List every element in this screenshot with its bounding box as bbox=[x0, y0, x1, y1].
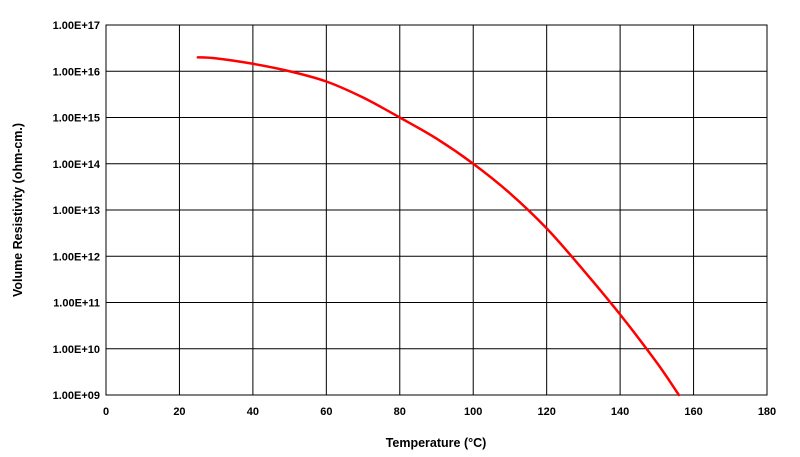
y-tick-label: 1.00E+16 bbox=[53, 66, 100, 78]
y-tick-label: 1.00E+10 bbox=[53, 344, 100, 356]
x-tick-label: 160 bbox=[684, 406, 702, 418]
y-axis-tick-labels: 1.00E+09 1.00E+10 1.00E+11 1.00E+12 1.00E+13… bbox=[53, 20, 101, 402]
x-tick-label: 180 bbox=[758, 406, 776, 418]
y-tick-label: 1.00E+14 bbox=[53, 159, 101, 171]
y-tick-label: 1.00E+17 bbox=[53, 20, 100, 32]
x-tick-label: 20 bbox=[173, 406, 185, 418]
y-tick-label: 1.00E+09 bbox=[53, 390, 100, 402]
x-tick-label: 0 bbox=[103, 406, 109, 418]
y-tick-label: 1.00E+15 bbox=[53, 113, 100, 125]
grid bbox=[105, 24, 768, 396]
x-axis-title: Temperature (°C) bbox=[386, 436, 487, 450]
x-tick-label: 120 bbox=[537, 406, 555, 418]
x-tick-label: 100 bbox=[464, 406, 482, 418]
x-tick-label: 140 bbox=[611, 406, 629, 418]
x-tick-label: 80 bbox=[394, 406, 406, 418]
series-layer bbox=[196, 56, 681, 397]
x-tick-label: 60 bbox=[320, 406, 332, 418]
plot-frame bbox=[105, 24, 768, 396]
y-tick-label: 1.00E+11 bbox=[53, 298, 100, 310]
y-tick-label: 1.00E+12 bbox=[53, 251, 100, 263]
y-axis-title: Volume Resistivity (ohm-cm.) bbox=[11, 123, 25, 297]
y-tick-label: 1.00E+13 bbox=[53, 205, 100, 217]
x-tick-label: 40 bbox=[247, 406, 259, 418]
series-line bbox=[196, 56, 681, 397]
x-axis-tick-labels: 0 20 40 60 80 100 120 140 160 180 bbox=[103, 406, 776, 418]
